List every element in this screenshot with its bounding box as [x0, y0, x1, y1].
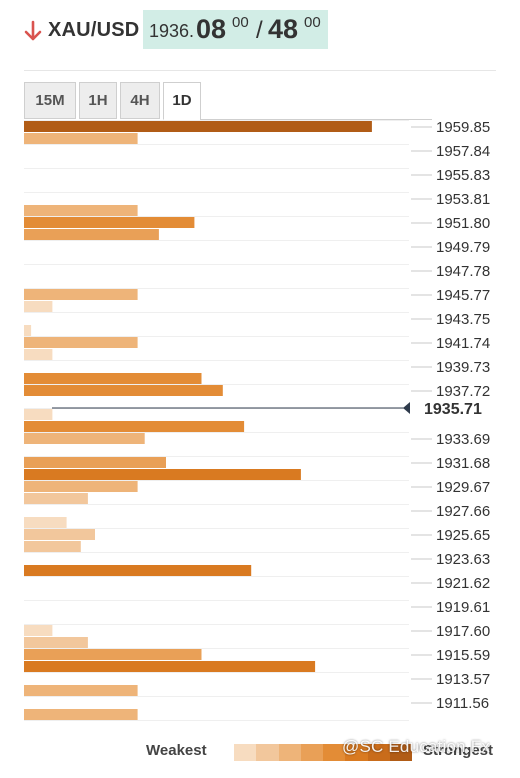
- level-bar: [24, 709, 138, 720]
- legend-scale-step: [389, 744, 412, 761]
- legend-scale-step: [256, 744, 279, 761]
- level-bar: [24, 217, 195, 228]
- tabs-baseline: [200, 119, 432, 120]
- price-separator: /: [256, 17, 263, 44]
- level-bar: [24, 421, 245, 432]
- current-price-label: 1935.71: [424, 401, 482, 418]
- level-bar: [24, 121, 372, 132]
- level-bar: [24, 409, 53, 420]
- price-level-label: 1937.72: [436, 383, 490, 400]
- instrument-header: XAU/USD 1936. 08 00 / 48 00: [0, 0, 520, 60]
- price-level-label: 1959.85: [436, 119, 490, 136]
- legend-strongest-label: Strongest: [423, 742, 494, 759]
- price-level-label: 1923.63: [436, 551, 490, 568]
- price-level-label: 1917.60: [436, 623, 490, 640]
- price-level-label: 1949.79: [436, 239, 490, 256]
- price-level-label: 1913.57: [436, 671, 490, 688]
- level-bar: [24, 493, 88, 504]
- tab-1h[interactable]: 1H: [79, 82, 117, 119]
- price-level-label: 1945.77: [436, 287, 490, 304]
- current-price-marker: [403, 402, 410, 414]
- price-level-label: 1953.81: [436, 191, 490, 208]
- bid-price: 08: [196, 14, 227, 44]
- price-level-label: 1921.62: [436, 575, 490, 592]
- level-bar: [24, 649, 202, 660]
- level-bar: [24, 229, 159, 240]
- confluence-chart: 1959.85 1957.84 1955.83 1953.81 1951.80 1949.…: [24, 119, 490, 721]
- level-bar: [24, 529, 95, 540]
- watermark: @SC Education.Fx: [342, 737, 491, 756]
- level-bar: [24, 517, 67, 528]
- level-bar: [24, 481, 138, 492]
- level-bar: [24, 637, 88, 648]
- price-level-label: 1919.61: [436, 599, 490, 616]
- level-bar: [24, 565, 252, 576]
- price-level-label: 1939.73: [436, 359, 490, 376]
- arrow-down-icon: [24, 20, 42, 41]
- price-level-label: 1947.78: [436, 263, 490, 280]
- level-bar: [24, 373, 202, 384]
- price-level-label: 1933.69: [436, 431, 490, 448]
- tab-1d[interactable]: 1D: [163, 82, 201, 120]
- price-level-label: 1911.56: [436, 695, 489, 712]
- level-bar: [24, 289, 138, 300]
- level-bar: [24, 301, 53, 312]
- price-integer: 1936.: [149, 21, 195, 41]
- legend-scale-step: [278, 744, 301, 761]
- price-level-label: 1925.65: [436, 527, 490, 544]
- legend-scale-step: [323, 744, 346, 761]
- legend-color-scale: [234, 744, 412, 761]
- level-bar: [24, 685, 138, 696]
- price-level-label: 1941.74: [436, 335, 490, 352]
- level-bar: [24, 541, 81, 552]
- price-level-label: 1951.80: [436, 215, 490, 232]
- level-bar: [24, 337, 138, 348]
- price-quote: 1936. 08 00 / 48 00: [143, 10, 328, 49]
- legend-scale-step: [300, 744, 323, 761]
- price-level-label: 1957.84: [436, 143, 490, 160]
- bid-fraction: 00: [232, 14, 249, 31]
- legend-weakest-label: Weakest: [146, 742, 207, 759]
- level-bar: [24, 133, 138, 144]
- header-divider: [24, 70, 496, 71]
- level-bar: [24, 457, 166, 468]
- price-level-label: 1929.67: [436, 479, 490, 496]
- price-level-label: 1915.59: [436, 647, 490, 664]
- tab-4h[interactable]: 4H: [120, 82, 160, 119]
- price-level-label: 1931.68: [436, 455, 490, 472]
- level-bar: [24, 433, 145, 444]
- level-bar: [24, 385, 223, 396]
- level-bar: [24, 625, 53, 636]
- level-bar: [24, 661, 316, 672]
- legend-scale-step: [367, 744, 390, 761]
- tab-15m[interactable]: 15M: [24, 82, 76, 119]
- level-bar: [24, 349, 53, 360]
- ask-price: 48: [268, 14, 299, 44]
- price-level-label: 1955.83: [436, 167, 490, 184]
- legend-scale-step: [234, 744, 257, 761]
- level-bar: [24, 325, 32, 336]
- ask-fraction: 00: [304, 14, 321, 31]
- level-bar: [24, 469, 301, 480]
- price-level-label: 1943.75: [436, 311, 490, 328]
- instrument-pair: XAU/USD: [48, 19, 140, 41]
- legend-scale-step: [345, 744, 368, 761]
- price-level-label: 1927.66: [436, 503, 490, 520]
- level-bar: [24, 205, 138, 216]
